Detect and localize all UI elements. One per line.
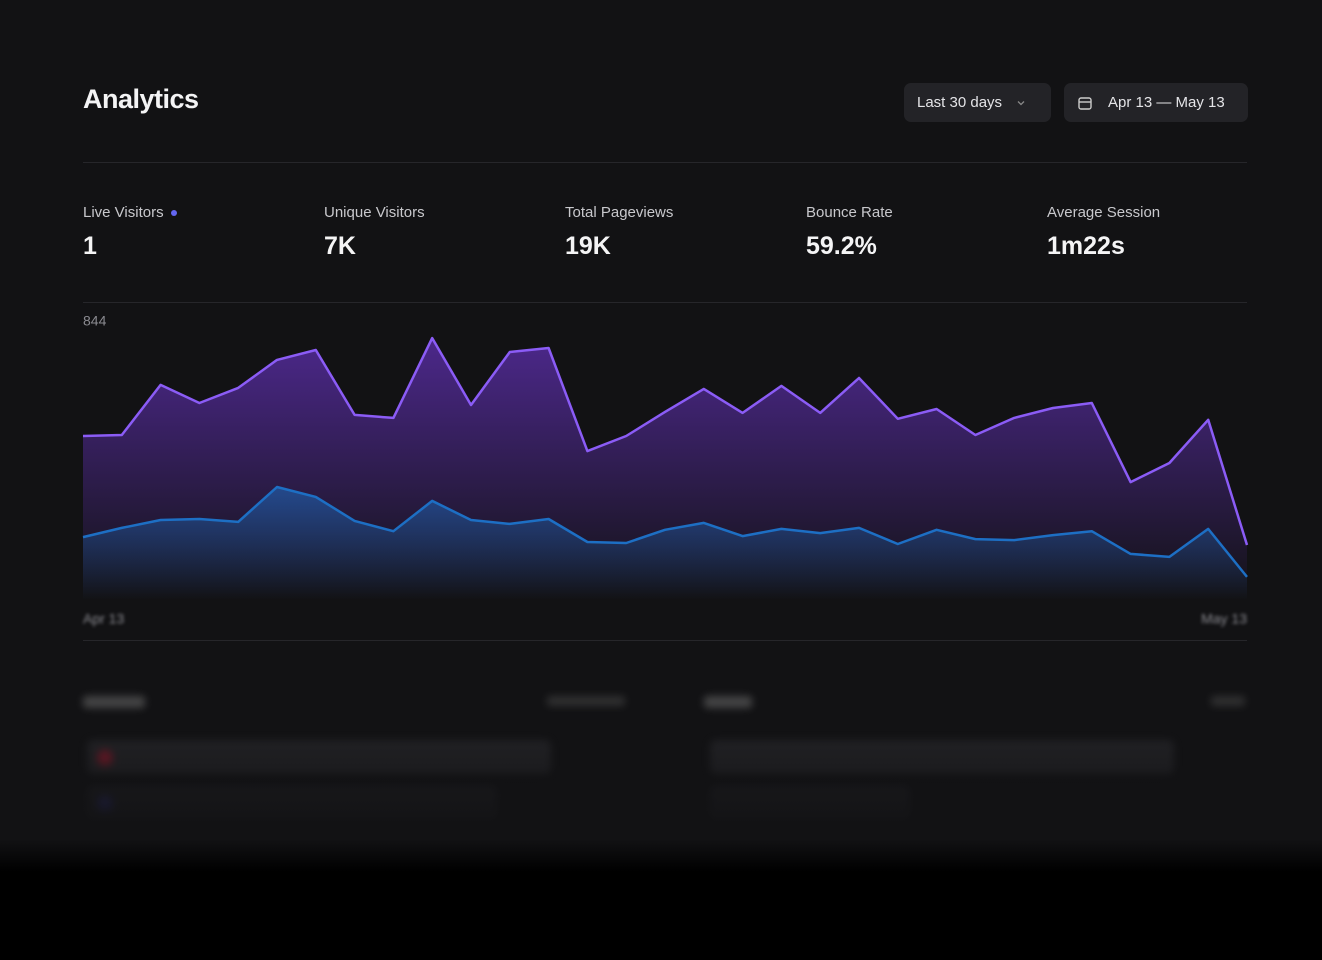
divider bbox=[83, 640, 1247, 641]
live-dot bbox=[170, 210, 177, 217]
fade-overlay bbox=[0, 740, 1322, 960]
stat-value: 1m22s bbox=[1047, 232, 1125, 260]
stat-value: 19K bbox=[565, 232, 611, 260]
x-tick-label: May 13 bbox=[1201, 611, 1247, 627]
stat-label: Unique Visitors bbox=[324, 204, 425, 221]
range-text: Last 30 days bbox=[917, 94, 1003, 111]
divider bbox=[83, 162, 1247, 163]
chart: 844 Apr 13 May 13 bbox=[82, 313, 1249, 627]
stat-label: Average Session bbox=[1047, 204, 1161, 221]
stat-label: Bounce Rate bbox=[806, 204, 893, 221]
stat-label: Total Pageviews bbox=[565, 204, 674, 221]
range-dropdown[interactable]: Last 30 days bbox=[904, 83, 1051, 122]
stat-value: 59.2% bbox=[806, 232, 877, 260]
stat-value: 7K bbox=[324, 232, 356, 260]
y-tick-label: 844 bbox=[83, 313, 107, 329]
series-line bbox=[82, 485, 1248, 578]
date-text: Apr 13 — May 13 bbox=[1108, 94, 1225, 111]
x-tick-label: Apr 13 bbox=[83, 611, 124, 627]
area-fill bbox=[83, 487, 1247, 600]
calendar-icon bbox=[1078, 96, 1092, 110]
page-title: Analytics bbox=[83, 84, 199, 114]
series-line bbox=[82, 336, 1249, 546]
chevron-icon bbox=[1017, 100, 1025, 105]
stat-value: 1 bbox=[83, 232, 97, 260]
stat-label: Live Visitors bbox=[83, 204, 177, 221]
date-picker[interactable]: Apr 13 — May 13 bbox=[1064, 83, 1248, 122]
divider bbox=[83, 302, 1247, 303]
